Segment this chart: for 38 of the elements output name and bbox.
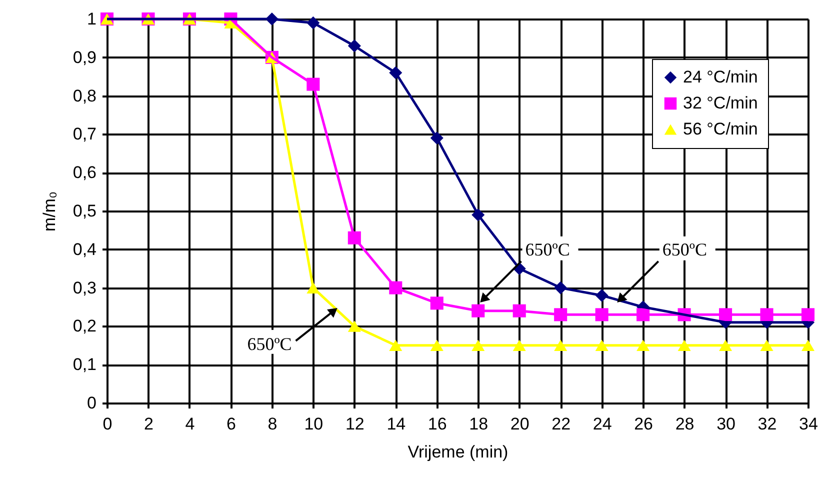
legend-label: 24 °C/min	[683, 68, 758, 86]
x-tick-label: 26	[634, 414, 654, 434]
legend-label: 56 °C/min	[683, 120, 758, 138]
x-tick-label: 2	[144, 414, 154, 434]
y-axis-title: m/m₀	[40, 191, 59, 232]
x-tick-label: 24	[592, 414, 612, 434]
y-tick-label: 0,9	[72, 48, 96, 67]
x-tick-label: 8	[268, 414, 278, 434]
x-tick-label: 10	[304, 414, 324, 434]
x-tick-label: 34	[799, 414, 818, 434]
x-tick-label: 12	[345, 414, 364, 434]
x-tick-label: 6	[226, 414, 236, 434]
x-tick-label: 0	[102, 414, 112, 434]
x-tick-label: 32	[758, 414, 777, 434]
y-tick-label: 0,8	[72, 86, 96, 106]
x-axis-title: Vrijeme (min)	[408, 442, 508, 462]
x-tick-label: 30	[716, 414, 736, 434]
x-tick-label: 28	[675, 414, 694, 434]
y-tick-label: 0	[87, 394, 96, 412]
y-tick-label: 0,3	[72, 278, 96, 298]
point	[801, 308, 815, 322]
x-tick-label: 18	[469, 414, 488, 434]
legend-label: 32 °C/min	[683, 94, 758, 112]
annotation: 650ºC	[247, 334, 292, 354]
y-tick-label: 0,2	[72, 316, 96, 336]
y-tick-label: 0,6	[72, 163, 96, 182]
x-tick-label: 22	[552, 414, 571, 434]
x-tick-label: 20	[510, 414, 530, 434]
y-tick-label: 1	[87, 10, 96, 28]
y-tick-label: 0,4	[72, 240, 96, 259]
x-tick-label: 16	[428, 414, 447, 434]
y-tick-label: 0,7	[72, 124, 96, 144]
annotation: 650ºC	[525, 239, 570, 260]
x-tick-label: 4	[185, 414, 195, 434]
x-tick-label: 14	[386, 414, 406, 434]
y-tick-label: 0,5	[72, 202, 96, 220]
annotation: 650ºC	[662, 239, 707, 260]
y-tick-label: 0,1	[72, 355, 96, 374]
